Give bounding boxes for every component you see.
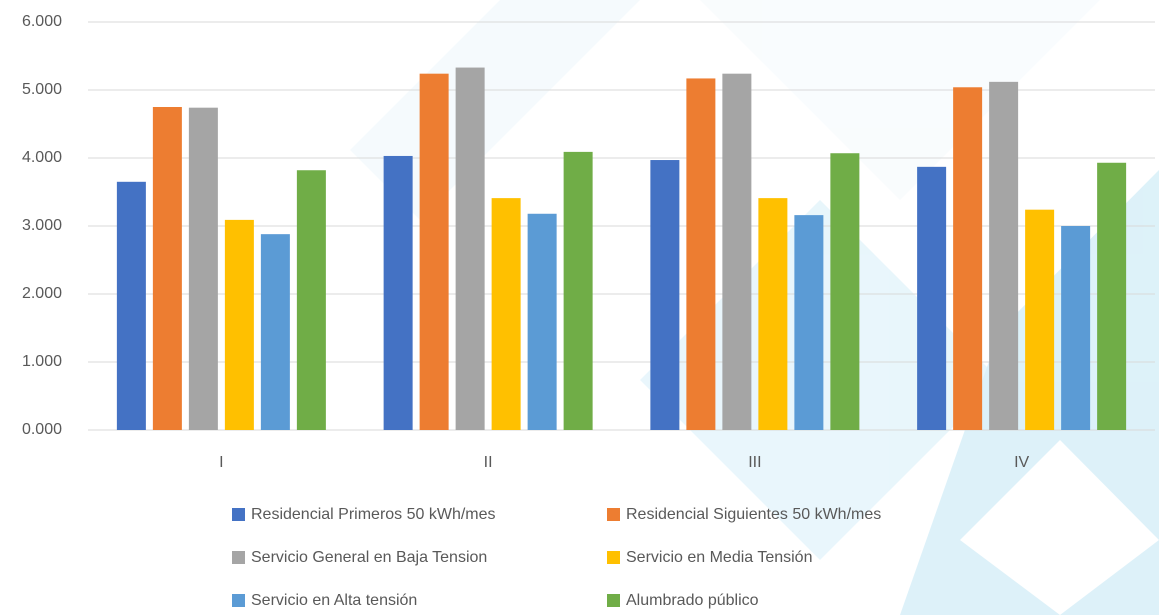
bar [1025, 209, 1055, 430]
y-tick-label: 2.000 [22, 285, 62, 302]
legend-swatch [232, 594, 245, 607]
legend-swatch [232, 551, 245, 564]
legend-label: Residencial Siguientes 50 kWh/mes [626, 506, 881, 523]
bar [491, 198, 521, 430]
legend-swatch [607, 551, 620, 564]
bar [917, 166, 947, 430]
bar [758, 198, 788, 430]
y-tick-label: 6.000 [22, 13, 62, 30]
legend-swatch [232, 508, 245, 521]
bar [455, 67, 485, 430]
legend-label: Alumbrado público [626, 592, 759, 609]
y-tick-label: 0.000 [22, 421, 62, 438]
background-decoration [350, 0, 1159, 615]
bar [650, 160, 680, 431]
bar [830, 153, 860, 431]
bar [188, 107, 218, 431]
bar [1061, 226, 1091, 430]
legend-label: Servicio en Alta tensión [251, 592, 417, 609]
y-tick-label: 3.000 [22, 217, 62, 234]
y-tick-label: 4.000 [22, 149, 62, 166]
bar [722, 73, 752, 431]
bar [563, 151, 593, 430]
bar [116, 181, 146, 430]
bar [152, 107, 182, 430]
bar [953, 87, 983, 430]
legend-label: Servicio en Media Tensión [626, 549, 812, 566]
y-tick-label: 5.000 [22, 81, 62, 98]
y-tick-label: 1.000 [22, 353, 62, 370]
bar [260, 234, 290, 430]
bar [383, 155, 413, 430]
x-tick-label: I [219, 454, 223, 471]
bar [296, 170, 326, 431]
legend-label: Residencial Primeros 50 kWh/mes [251, 506, 496, 523]
bar [527, 213, 557, 430]
x-tick-label: IV [1014, 454, 1029, 471]
bar [419, 73, 449, 431]
legend-swatch [607, 594, 620, 607]
legend-swatch [607, 508, 620, 521]
bar [686, 78, 716, 430]
bar [1097, 162, 1127, 430]
x-tick-label: III [748, 454, 761, 471]
bar [224, 219, 254, 430]
bar [989, 81, 1019, 430]
bar [794, 215, 824, 430]
x-tick-label: II [484, 454, 493, 471]
legend-label: Servicio General en Baja Tension [251, 549, 487, 566]
